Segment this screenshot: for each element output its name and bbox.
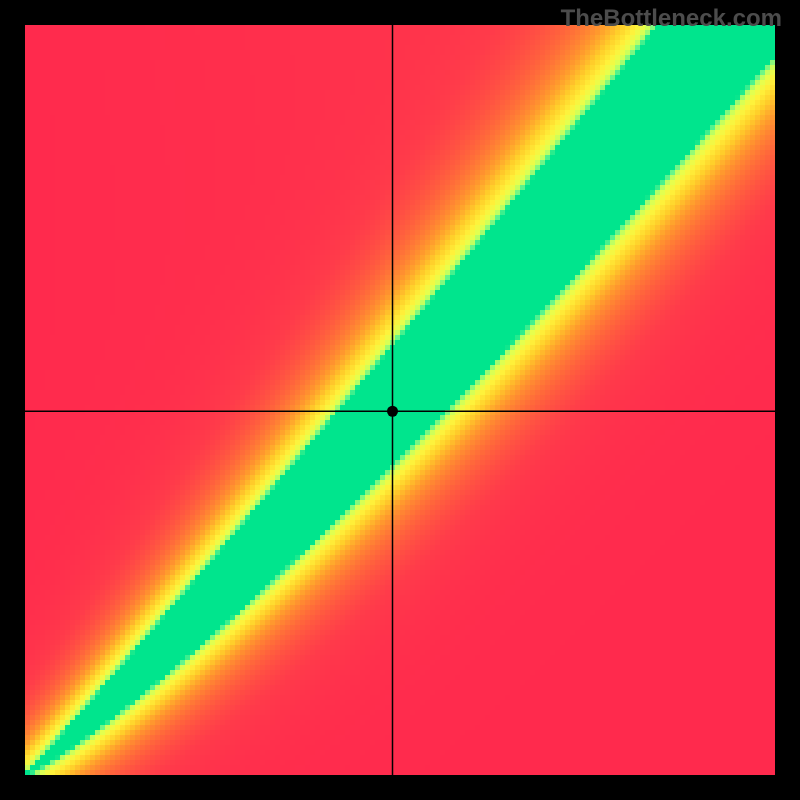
chart-stage: TheBottleneck.com — [0, 0, 800, 800]
heatmap-canvas — [0, 0, 800, 800]
